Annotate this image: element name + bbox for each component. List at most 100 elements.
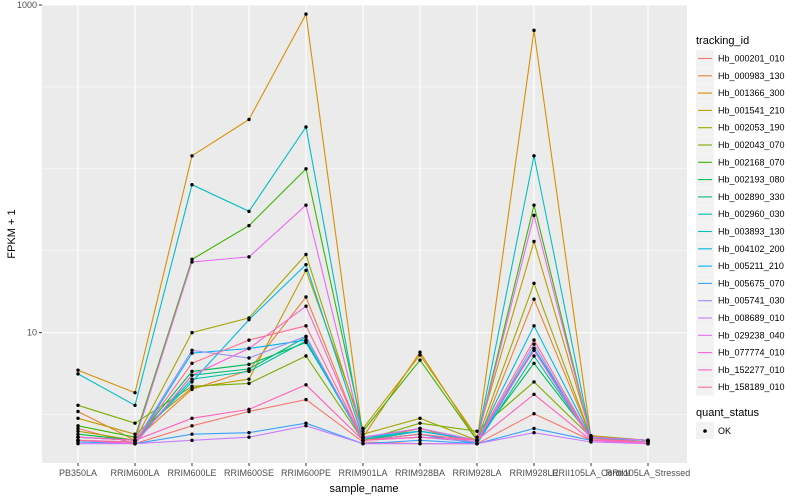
data-point <box>190 348 194 353</box>
data-point <box>133 390 137 395</box>
legend-label: Hb_077774_010 <box>718 348 785 358</box>
data-point <box>646 440 650 444</box>
data-points <box>76 12 650 446</box>
data-point <box>76 368 80 372</box>
x-tick-label: PB350LA <box>59 468 97 478</box>
data-point <box>247 377 251 381</box>
shape-legend-label: OK <box>718 426 731 436</box>
data-point <box>532 361 536 365</box>
legend-label: Hb_002168_070 <box>718 157 785 167</box>
data-point <box>190 377 194 381</box>
color-legend-title: tracking_id <box>696 35 749 47</box>
data-point <box>418 435 422 439</box>
data-point <box>247 338 251 342</box>
data-point <box>76 372 80 376</box>
data-point <box>76 403 80 408</box>
data-point <box>247 362 251 367</box>
data-point <box>418 426 422 431</box>
data-point <box>304 338 308 342</box>
legend-label: Hb_000201_010 <box>718 54 785 64</box>
x-tick-label: RRII105LA_Control <box>552 468 630 478</box>
legend-label: Hb_000983_130 <box>718 71 785 81</box>
data-point <box>418 350 422 354</box>
data-point <box>532 324 536 328</box>
data-point <box>304 421 308 425</box>
data-point <box>418 441 422 446</box>
data-point <box>76 424 80 428</box>
shape-legend-title: quant_status <box>696 407 759 419</box>
data-point <box>475 435 479 439</box>
data-point <box>304 324 308 328</box>
data-point <box>475 438 479 443</box>
x-tick-label: RRIM600LA <box>110 468 159 478</box>
data-point <box>190 257 194 262</box>
data-point <box>532 426 536 431</box>
legend-label: Hb_002193_080 <box>718 175 785 185</box>
data-point <box>418 358 422 362</box>
legend-label: Hb_005675_070 <box>718 278 785 288</box>
data-point <box>190 438 194 443</box>
legend-label: Hb_001366_300 <box>718 88 785 98</box>
data-point <box>247 117 251 122</box>
y-axis: 10 1000 <box>17 0 42 338</box>
data-point <box>304 383 308 387</box>
data-point <box>247 407 251 412</box>
data-point <box>76 438 80 443</box>
x-tick-label: RRIM901LA <box>338 468 387 478</box>
data-point <box>190 416 194 420</box>
data-point <box>133 440 137 444</box>
data-point <box>76 432 80 436</box>
data-point <box>361 432 365 436</box>
data-point <box>532 239 536 244</box>
data-point <box>76 441 80 446</box>
data-point <box>532 203 536 207</box>
y-axis-title: FPKM + 1 <box>6 209 18 258</box>
x-axis-title: sample_name <box>329 483 398 495</box>
data-point <box>190 260 194 264</box>
data-point <box>190 154 194 158</box>
x-tick-label: RRII105LA_Stressed <box>606 468 691 478</box>
data-point <box>133 432 137 436</box>
data-point <box>190 361 194 365</box>
data-point <box>190 432 194 436</box>
legend-label: Hb_152277_010 <box>718 365 785 375</box>
data-point <box>247 430 251 435</box>
data-point <box>304 203 308 207</box>
data-point <box>589 437 593 441</box>
legend-label: Hb_002890_330 <box>718 192 785 202</box>
data-point <box>532 281 536 286</box>
x-tick-label: RRIM600LE <box>167 468 216 478</box>
data-point <box>190 182 194 187</box>
data-point <box>532 392 536 397</box>
data-point <box>475 429 479 433</box>
data-point <box>304 268 308 273</box>
data-point <box>247 356 251 360</box>
data-point <box>532 297 536 301</box>
data-point <box>304 397 308 402</box>
data-point <box>304 304 308 308</box>
data-point <box>247 435 251 439</box>
data-point <box>76 409 80 414</box>
data-point <box>190 373 194 377</box>
data-point <box>532 380 536 384</box>
data-point <box>247 369 251 374</box>
legend-label: Hb_005741_030 <box>718 296 785 306</box>
data-point <box>418 421 422 425</box>
data-point <box>304 262 308 267</box>
shape-legend-point <box>703 429 707 433</box>
data-point <box>247 255 251 259</box>
x-tick-label: RRIM600SE <box>224 468 274 478</box>
data-point <box>190 351 194 355</box>
data-point <box>190 380 194 384</box>
data-point <box>418 432 422 436</box>
legend-label: Hb_003893_130 <box>718 227 785 237</box>
data-point <box>190 330 194 335</box>
data-point <box>532 430 536 435</box>
data-point <box>532 154 536 158</box>
data-point <box>133 403 137 408</box>
legend-label: Hb_002960_030 <box>718 209 785 219</box>
data-point <box>532 348 536 353</box>
data-point <box>418 429 422 433</box>
data-point <box>133 421 137 425</box>
data-point <box>304 12 308 16</box>
